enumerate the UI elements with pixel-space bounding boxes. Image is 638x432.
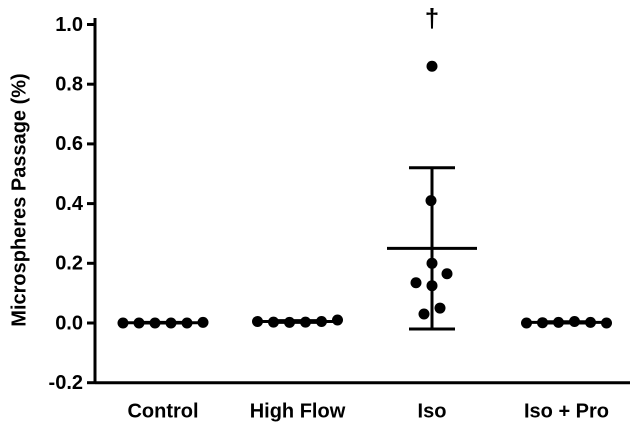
data-point bbox=[569, 316, 580, 328]
y-axis-label: Microspheres Passage (%) bbox=[8, 73, 30, 326]
data-point bbox=[165, 317, 177, 329]
data-point bbox=[284, 316, 295, 328]
data-point bbox=[181, 317, 193, 329]
data-point bbox=[316, 316, 327, 328]
x-tick-label: Iso + Pro bbox=[524, 400, 609, 422]
y-tick-label: 0.0 bbox=[55, 312, 83, 334]
data-point bbox=[441, 268, 453, 280]
y-tick-label: 0.2 bbox=[55, 253, 83, 275]
data-point bbox=[426, 257, 438, 269]
data-point bbox=[197, 316, 209, 328]
data-point bbox=[553, 316, 564, 328]
data-point bbox=[418, 308, 430, 320]
y-tick-label: 0.4 bbox=[55, 193, 84, 215]
data-point bbox=[426, 280, 438, 292]
data-point bbox=[434, 302, 446, 314]
annotation: † bbox=[425, 3, 439, 33]
data-point bbox=[601, 317, 612, 329]
x-tick-label: Iso bbox=[418, 400, 447, 422]
y-tick-label: 1.0 bbox=[55, 14, 83, 36]
data-point bbox=[117, 317, 129, 329]
data-point bbox=[332, 314, 343, 326]
data-point bbox=[585, 316, 596, 328]
y-tick-label: 0.6 bbox=[55, 133, 83, 155]
data-point bbox=[300, 316, 311, 328]
data-point bbox=[521, 317, 532, 329]
data-point bbox=[133, 317, 145, 329]
data-point bbox=[149, 317, 161, 329]
data-point bbox=[537, 317, 548, 329]
x-tick-label: High Flow bbox=[250, 400, 346, 422]
y-tick-label: -0.2 bbox=[49, 372, 83, 394]
data-point bbox=[252, 316, 263, 328]
y-tick-label: 0.8 bbox=[55, 73, 83, 95]
data-point bbox=[426, 60, 438, 72]
data-point bbox=[425, 195, 437, 207]
data-point bbox=[268, 316, 279, 328]
x-tick-label: Control bbox=[127, 400, 198, 422]
data-point bbox=[410, 277, 422, 289]
